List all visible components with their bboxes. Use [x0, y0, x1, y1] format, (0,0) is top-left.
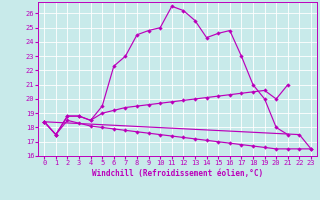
X-axis label: Windchill (Refroidissement éolien,°C): Windchill (Refroidissement éolien,°C): [92, 169, 263, 178]
